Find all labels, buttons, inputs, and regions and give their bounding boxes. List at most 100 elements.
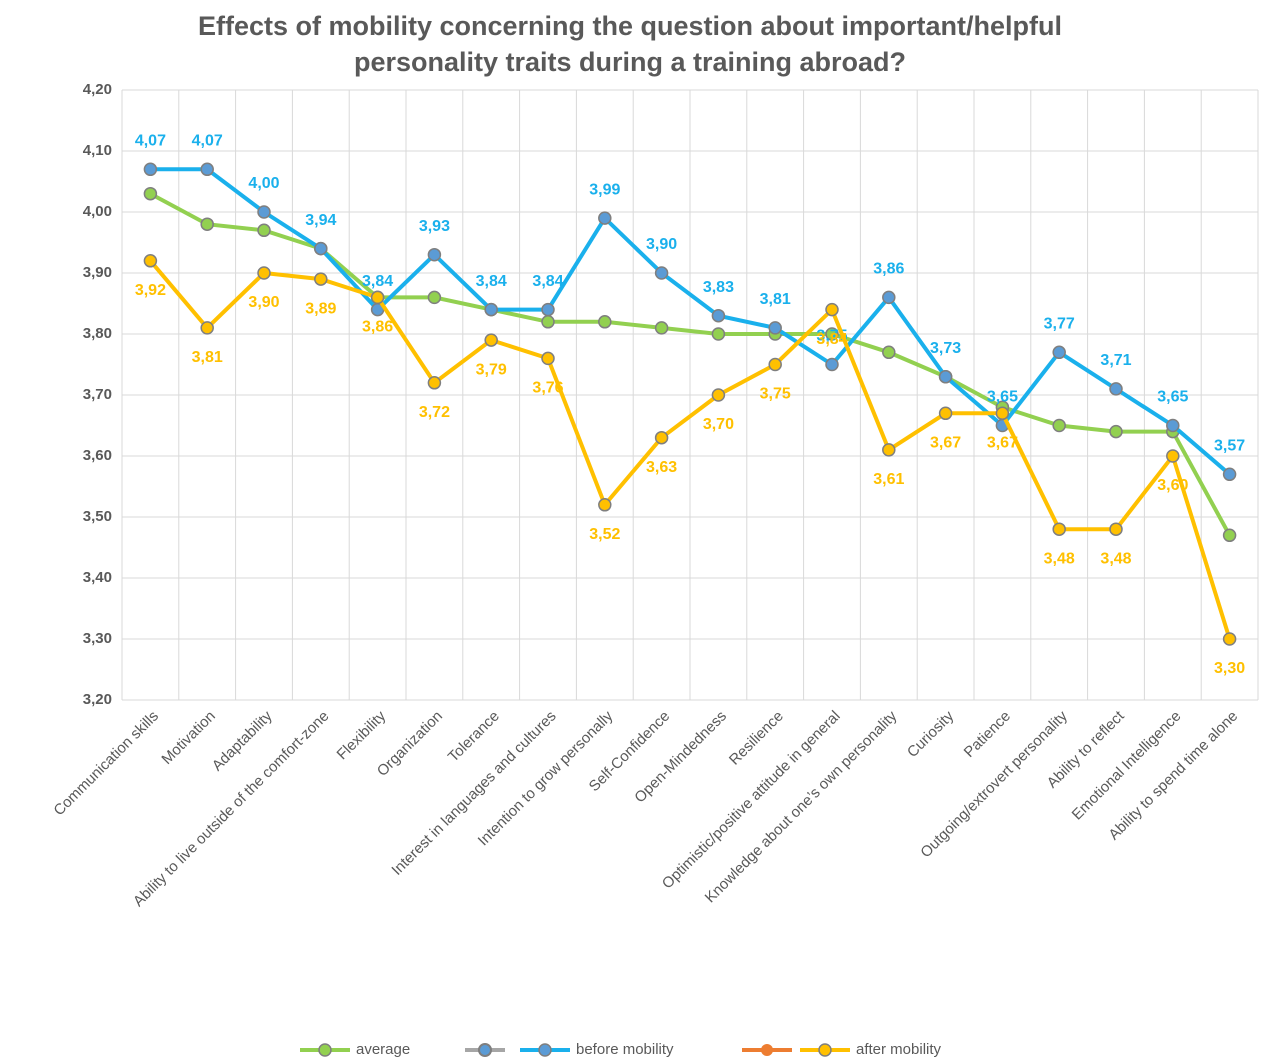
chart-title: Effects of mobility concerning the quest… [197, 11, 1062, 77]
data-point [711, 327, 726, 341]
data-point [427, 247, 442, 262]
data-label: 3,57 [1214, 438, 1245, 455]
data-label: 3,52 [589, 526, 620, 543]
x-tick-label: Resilience [726, 708, 787, 769]
data-label: 3,90 [248, 294, 279, 311]
data-point [711, 388, 726, 402]
data-point [484, 333, 498, 347]
y-tick-label: 4,00 [83, 203, 112, 220]
legend-label: average [356, 1041, 410, 1058]
data-label: 3,48 [1100, 550, 1131, 567]
data-label: 3,75 [760, 386, 791, 403]
data-point [143, 186, 158, 201]
data-point [427, 376, 442, 390]
y-tick-label: 3,70 [83, 386, 112, 403]
data-point [882, 443, 896, 457]
y-tick-label: 3,30 [83, 630, 112, 647]
data-label: 3,65 [1157, 389, 1188, 406]
data-label: 3,79 [476, 361, 507, 378]
data-label: 3,90 [646, 236, 677, 253]
data-point [768, 357, 782, 372]
legend-label: before mobility [576, 1041, 674, 1058]
data-point [711, 308, 726, 323]
y-tick-label: 3,80 [83, 325, 112, 342]
data-label: 3,86 [873, 261, 904, 278]
data-label: 3,76 [532, 380, 563, 397]
data-label: 3,99 [589, 181, 620, 198]
data-label: 3,92 [135, 282, 166, 299]
data-point [200, 162, 214, 177]
y-tick-label: 4,10 [83, 142, 112, 159]
data-label: 3,60 [1157, 477, 1188, 494]
data-label: 3,84 [532, 273, 563, 290]
data-point [484, 302, 498, 317]
data-point [257, 205, 271, 219]
series-line [150, 167, 1231, 476]
x-tick-label: Ability to live outside of the comfort-z… [130, 708, 332, 910]
data-point [314, 272, 328, 286]
data-point [314, 241, 328, 256]
data-label: 3,67 [987, 435, 1018, 452]
data-point [200, 217, 214, 231]
data-label: 4,00 [248, 175, 279, 192]
data-label: 3,30 [1214, 660, 1245, 677]
data-point [1166, 418, 1180, 433]
x-tick-label: Curiosity [904, 707, 958, 761]
data-label: 3,84 [362, 273, 393, 290]
x-tick-label: Emotional Intelligence [1069, 708, 1185, 824]
data-label: 3,48 [1044, 550, 1075, 567]
legend-marker [818, 1043, 832, 1057]
data-label: 4,07 [135, 133, 166, 150]
x-tick-label: Tolerance [445, 708, 503, 766]
data-point [1222, 528, 1237, 543]
data-point [882, 345, 896, 360]
y-tick-label: 4,20 [83, 81, 112, 98]
y-tick-label: 3,90 [83, 264, 112, 281]
data-point [200, 321, 214, 335]
x-tick-label: Flexibility [334, 707, 390, 763]
data-label: 3,93 [419, 218, 450, 235]
data-point [995, 406, 1010, 421]
data-label: 3,81 [192, 349, 223, 366]
data-label: 3,86 [362, 319, 393, 336]
data-point [598, 315, 612, 329]
data-label: 3,83 [703, 279, 734, 296]
y-tick-label: 3,40 [83, 569, 112, 586]
y-tick-label: 3,20 [83, 691, 112, 708]
data-label: 3,84 [476, 273, 507, 290]
data-label: 3,72 [419, 404, 450, 421]
legend-glyph [761, 1044, 773, 1056]
data-point [768, 321, 782, 335]
data-label: 3,67 [930, 435, 961, 452]
data-point [1109, 382, 1123, 396]
data-point [257, 266, 271, 280]
data-label: 3,77 [1044, 316, 1075, 333]
data-label: 3,71 [1100, 352, 1131, 369]
data-point [1109, 522, 1123, 536]
data-point [598, 211, 612, 225]
data-label: 3,65 [987, 389, 1018, 406]
data-label: 3,94 [305, 212, 336, 229]
data-point [654, 266, 669, 280]
data-point [654, 321, 669, 335]
legend-label: after mobility [856, 1041, 942, 1058]
data-label: 4,07 [192, 133, 223, 150]
data-point [1166, 449, 1180, 463]
data-point [541, 302, 555, 317]
legend-glyph [478, 1043, 492, 1057]
data-point [938, 369, 953, 384]
data-point [541, 351, 555, 366]
data-point [1109, 424, 1123, 439]
data-label: 3,89 [305, 300, 336, 317]
data-point [654, 430, 669, 445]
data-point [143, 254, 158, 268]
data-label: 3,61 [873, 471, 904, 488]
data-point [257, 223, 271, 238]
data-point [1222, 632, 1237, 646]
data-point [825, 327, 839, 341]
legend-marker [318, 1043, 332, 1057]
data-point [427, 290, 442, 305]
data-point [938, 406, 953, 421]
data-point [1052, 345, 1066, 360]
